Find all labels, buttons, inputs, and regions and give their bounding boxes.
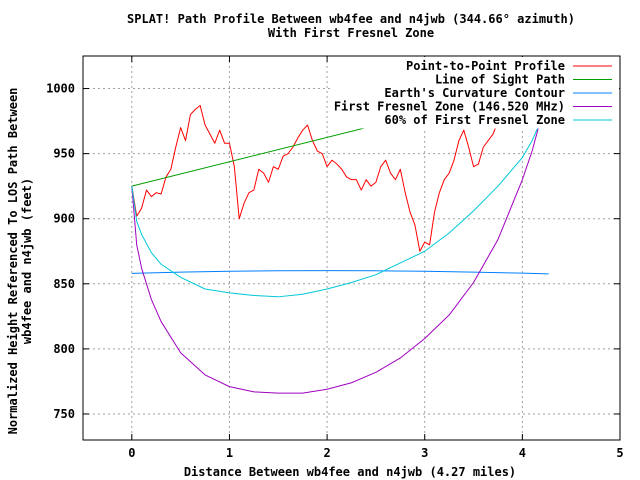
series-line-2 (131, 270, 549, 275)
legend-label-4: 60% of First Fresnel Zone (384, 113, 565, 127)
y-tick-label: 900 (53, 212, 75, 226)
y-tick-label: 950 (53, 147, 75, 161)
series-line-3 (131, 81, 550, 394)
chart-title-line2: With First Fresnel Zone (268, 26, 434, 40)
y-tick-label: 750 (53, 407, 75, 421)
y-axis-label-line1: Normalized Height Referenced To LOS Path… (6, 88, 20, 435)
y-tick-label: 800 (53, 342, 75, 356)
legend-label-1: Line of Sight Path (435, 73, 565, 87)
legend-background (330, 57, 619, 129)
legend-label-0: Point-to-Point Profile (406, 59, 565, 73)
y-tick-label: 1000 (46, 82, 75, 96)
x-tick-label: 5 (616, 446, 623, 460)
legend-label-2: Earth's Curvature Contour (384, 86, 565, 100)
x-tick-label: 0 (128, 446, 135, 460)
y-tick-label: 850 (53, 277, 75, 291)
x-tick-label: 1 (226, 446, 233, 460)
series-line-0 (131, 81, 549, 252)
x-axis-label: Distance Between wb4fee and n4jwb (4.27 … (184, 465, 516, 479)
x-tick-label: 3 (421, 446, 428, 460)
series-line-4 (131, 81, 550, 298)
chart-title-line1: SPLAT! Path Profile Between wb4fee and n… (127, 12, 575, 26)
legend-label-3: First Fresnel Zone (146.520 MHz) (334, 100, 565, 114)
y-axis-label-line2: wb4fee and n4jwb (feet) (20, 178, 34, 344)
x-tick-label: 4 (519, 446, 526, 460)
x-tick-label: 2 (323, 446, 330, 460)
axis-ticks: 0 1 2 3 4 5 750 800 850 900 950 1000 (46, 56, 624, 460)
plot-frame (82, 55, 621, 441)
